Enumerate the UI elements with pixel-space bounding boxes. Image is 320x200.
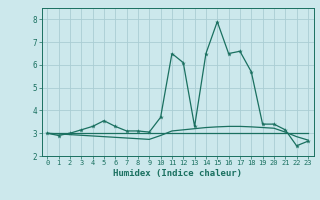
- X-axis label: Humidex (Indice chaleur): Humidex (Indice chaleur): [113, 169, 242, 178]
